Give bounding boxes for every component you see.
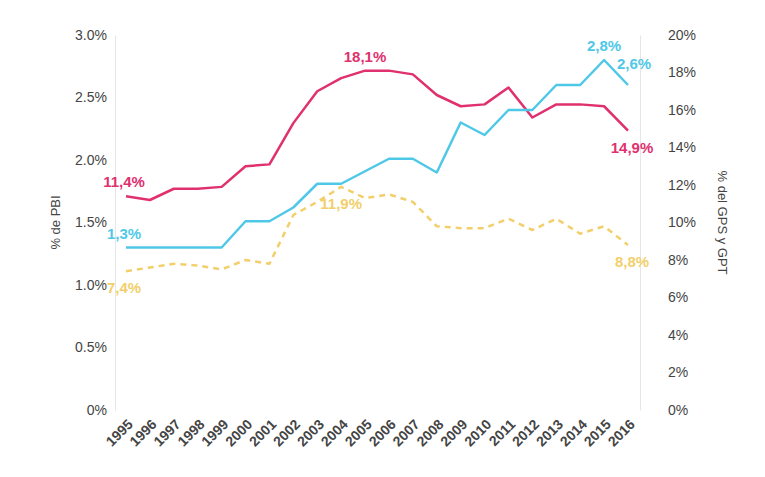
- y2-tick: 12%: [640, 177, 696, 193]
- tick-label: 2.5%: [75, 89, 107, 105]
- x-tick: 2009: [437, 414, 470, 449]
- tick-label: 8%: [668, 252, 688, 268]
- x-tick: 2012: [509, 414, 542, 449]
- tick-label: 0%: [668, 402, 688, 418]
- tick-label: 0%: [87, 402, 107, 418]
- x-axis: 1995199619971998199920002001200220032004…: [102, 414, 637, 449]
- data-label: 2,6%: [617, 55, 651, 72]
- x-tick: 2014: [557, 414, 590, 449]
- x-tick: 2013: [533, 414, 566, 449]
- tick-label: 1.0%: [75, 277, 107, 293]
- x-tick: 2000: [222, 414, 255, 449]
- y2-tick: 20%: [640, 27, 696, 43]
- data-label: 2,8%: [587, 37, 621, 54]
- x-tick: 2016: [604, 414, 637, 449]
- x-tick: 2004: [318, 414, 351, 449]
- x-tick: 2007: [389, 414, 422, 449]
- chart: 0% 0.5% 1.0% 1.5% 2.0% 2.5% 3.0% 0% 2% 4% 6% 8% 10% 1…: [0, 0, 765, 477]
- y2-axis: 0% 2% 4% 6% 8% 10% 12% 14% 16% 18% 20%: [640, 27, 696, 418]
- plot-area: [126, 60, 628, 271]
- x-tick: 2003: [294, 414, 327, 449]
- data-labels: 11,4% 18,1% 14,9% 1,3% 2,8%2,6% 7,4% 11,9% 8,8%: [103, 37, 653, 296]
- data-label: 7,4%: [107, 279, 141, 296]
- tick-label: 10%: [668, 214, 696, 230]
- y2-tick: 0%: [640, 402, 688, 418]
- tick-label: 18%: [668, 64, 696, 80]
- tick-label: 1.5%: [75, 214, 107, 230]
- tick-label: 4%: [668, 327, 688, 343]
- x-tick: 2015: [581, 414, 614, 449]
- data-label: 11,4%: [103, 173, 145, 190]
- axis-line: [127, 414, 629, 415]
- tick-label: 0.5%: [75, 339, 107, 355]
- tick-label: 20%: [668, 27, 696, 43]
- x-tick: 2010: [461, 414, 494, 449]
- y2-tick: 10%: [640, 214, 696, 230]
- line: [126, 187, 628, 271]
- x-tick: 2002: [270, 414, 303, 449]
- y-tick: 2.5%: [75, 89, 115, 105]
- y2-tick: 4%: [640, 327, 688, 343]
- y-tick: 0%: [87, 402, 115, 418]
- tick-label: 6%: [668, 289, 688, 305]
- data-label: 1,3%: [107, 225, 141, 242]
- x-tick: 2005: [342, 414, 375, 449]
- x-tick: 1999: [198, 414, 231, 449]
- data-label: 18,1%: [344, 48, 387, 65]
- y2-tick: 6%: [640, 289, 688, 305]
- axis-line: [115, 36, 116, 411]
- axis-title: % del GPS y GPT: [715, 170, 730, 274]
- y-axis: 0% 0.5% 1.0% 1.5% 2.0% 2.5% 3.0%: [75, 27, 115, 418]
- data-label: 14,9%: [611, 139, 654, 156]
- y2-tick: 16%: [640, 102, 696, 118]
- tick-label: 2%: [668, 364, 688, 380]
- tick-label: 2016: [604, 416, 637, 449]
- x-tick: 2008: [413, 414, 446, 449]
- x-tick: 1996: [126, 414, 159, 449]
- data-label: 8,8%: [615, 253, 649, 270]
- x-tick: 2006: [365, 414, 398, 449]
- y2-tick: 2%: [640, 364, 688, 380]
- x-tick: 1998: [174, 414, 207, 449]
- tick-label: 16%: [668, 102, 696, 118]
- y-tick: 3.0%: [75, 27, 115, 43]
- tick-label: 3.0%: [75, 27, 107, 43]
- x-tick: 1995: [102, 414, 135, 449]
- tick-label: 12%: [668, 177, 696, 193]
- axis-title: % de PBI: [48, 195, 63, 249]
- y-tick: 0.5%: [75, 339, 115, 355]
- data-label: 11,9%: [320, 195, 362, 212]
- axis-line: [640, 36, 641, 411]
- x-tick: 2001: [246, 414, 279, 449]
- x-tick: 1997: [150, 414, 183, 449]
- tick-label: 14%: [668, 139, 696, 155]
- tick-label: 2.0%: [75, 152, 107, 168]
- y-tick: 2.0%: [75, 152, 115, 168]
